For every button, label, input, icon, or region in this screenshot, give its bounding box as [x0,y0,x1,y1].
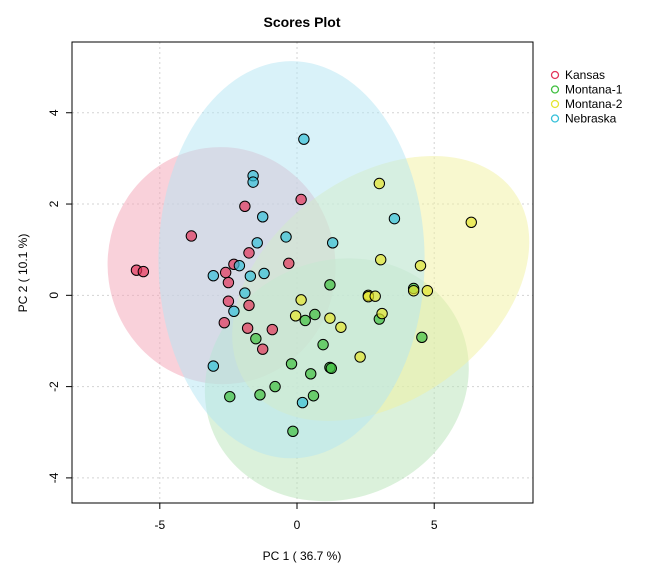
point-nebraska [247,176,259,188]
point-kansas [219,266,232,279]
point-kansas [222,295,235,307]
legend-marker-kansas [550,70,560,80]
point-montana-2 [421,285,434,297]
plot-frame [71,41,534,504]
point-montana-1 [250,332,262,345]
point-montana-2 [376,307,388,320]
x-axis-label: PC 1 ( 36.7 %) [263,549,342,563]
point-montana-2 [324,312,336,324]
point-montana-2 [289,310,302,322]
point-montana-1 [324,279,336,291]
point-nebraska [228,305,240,317]
point-montana-1 [299,314,311,327]
point-kansas [295,193,307,206]
point-montana-2 [354,351,366,363]
point-nebraska [326,237,339,249]
chart-title: Scores Plot [263,14,340,30]
legend-label: Kansas [565,68,605,82]
point-nebraska [251,237,263,249]
point-nebraska [244,270,257,282]
x-axis: -5 0 5 [154,503,438,532]
x-tick-label: 5 [431,518,438,532]
point-kansas [283,257,295,270]
point-montana-1 [224,390,236,403]
point-nebraska [280,231,292,243]
point-montana-1 [416,331,428,344]
point-kansas [137,265,150,278]
y-tick-label: -4 [47,472,61,483]
point-montana-1 [254,389,266,401]
point-montana-2 [335,321,347,333]
legend-label: Montana-1 [565,83,623,97]
point-nebraska [207,269,220,282]
point-nebraska [239,287,251,299]
legend-marker-nebraska [550,114,560,123]
point-nebraska [296,396,309,409]
point-montana-1 [269,380,281,393]
y-tick-label: -2 [47,381,61,392]
point-montana-2 [373,177,386,190]
point-nebraska [258,267,270,280]
point-montana-1 [317,338,329,351]
point-kansas [222,276,235,289]
point-kansas [257,343,269,355]
point-kansas [185,230,198,242]
point-montana-1 [307,390,320,402]
point-kansas [239,200,251,213]
point-nebraska [207,360,220,372]
y-tick-label: 2 [47,200,61,207]
point-montana-2 [369,290,381,302]
point-nebraska [257,211,269,223]
point-montana-2 [414,259,427,272]
y-tick-label: 0 [47,292,61,299]
point-montana-2 [407,285,420,297]
data-points [130,133,477,438]
point-montana-1 [305,368,317,380]
point-nebraska [298,133,310,145]
y-axis-label: PC 2 ( 10.1 %) [16,234,30,313]
point-kansas [243,299,255,312]
x-tick-label: -5 [154,518,165,532]
confidence-ellipses [107,61,530,502]
point-nebraska [388,212,401,225]
point-kansas [241,322,254,334]
point-montana-1 [309,308,321,321]
y-tick-label: 4 [47,109,61,116]
legend-label: Nebraska [565,112,617,126]
point-montana-1 [287,425,299,438]
point-montana-2 [465,216,477,228]
legend-label: Montana-2 [565,97,623,111]
point-kansas [218,317,230,329]
point-montana-2 [295,294,307,306]
x-tick-label: 0 [294,518,301,532]
legend-marker-montana-1 [550,85,560,94]
point-montana-1 [325,362,338,375]
point-kansas [243,247,255,259]
point-montana-1 [285,358,298,370]
point-kansas [266,323,279,336]
legend-marker-montana-2 [550,99,560,109]
point-nebraska [233,259,246,272]
y-axis: -4 -2 0 2 4 [47,109,72,483]
point-montana-2 [375,254,387,266]
